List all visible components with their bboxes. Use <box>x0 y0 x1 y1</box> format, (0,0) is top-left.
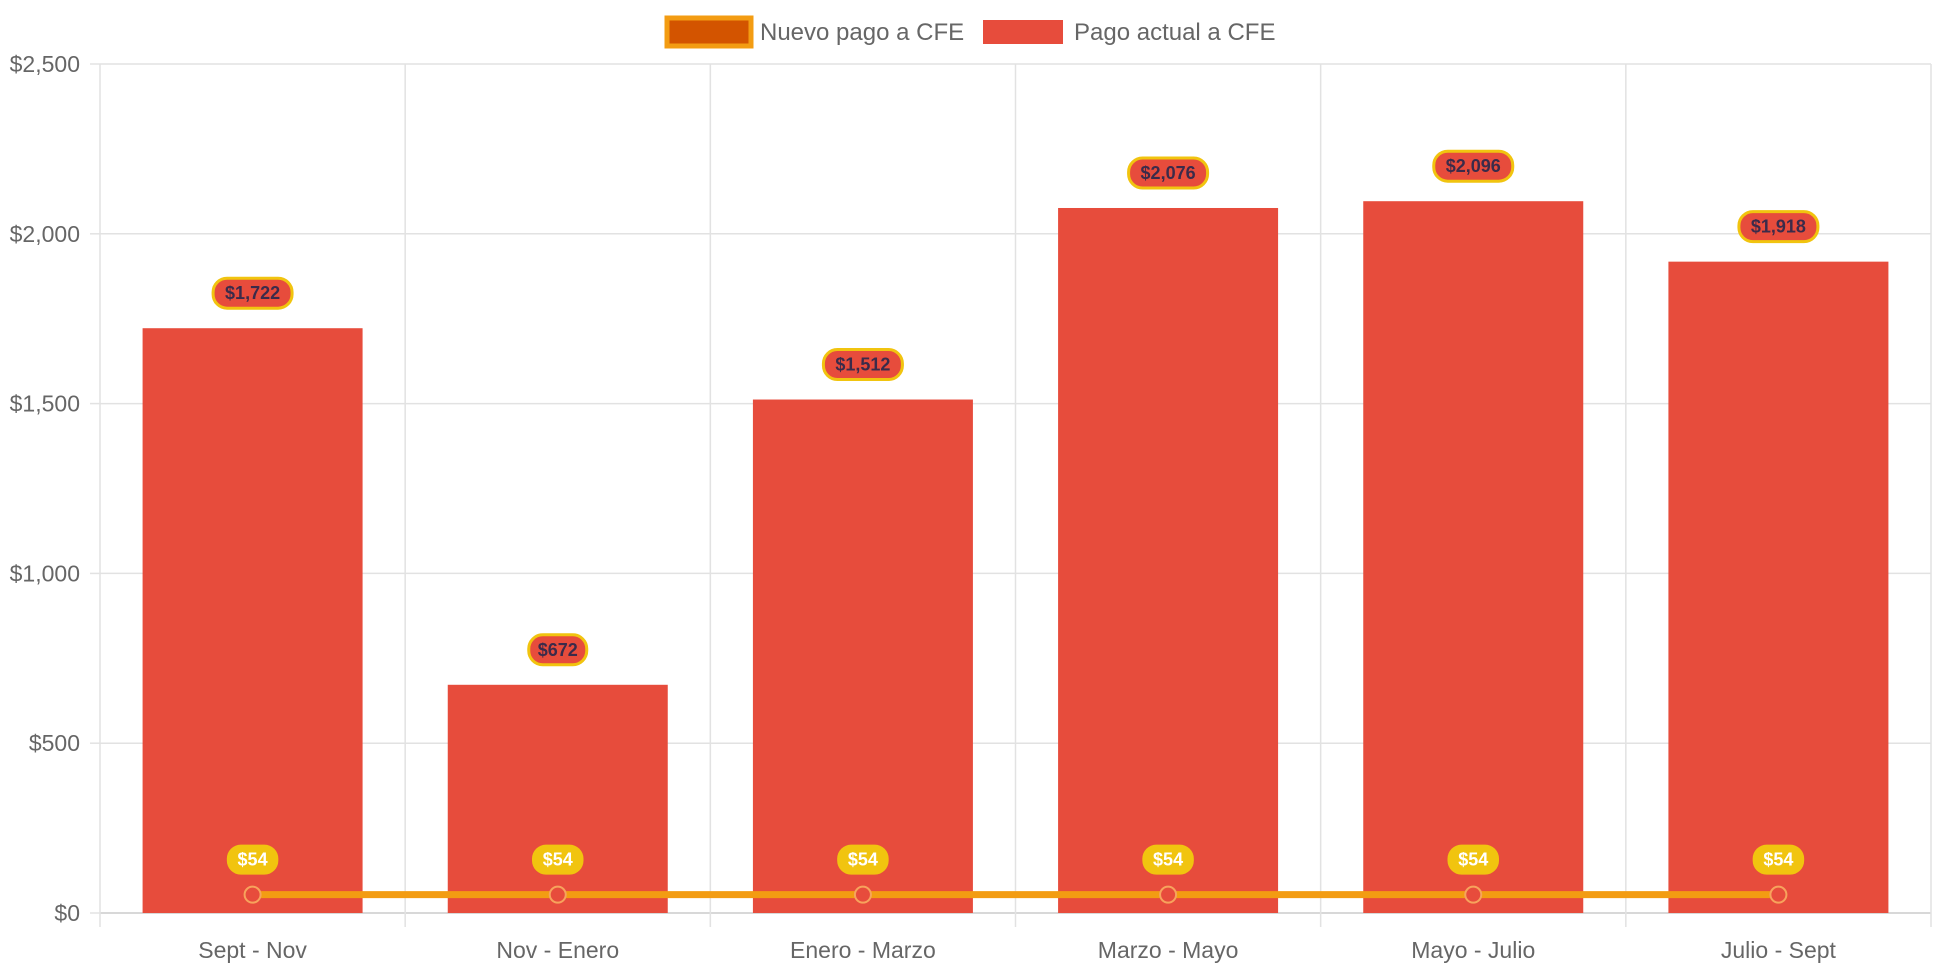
legend-label-nuevo-pago[interactable]: Nuevo pago a CFE <box>760 19 964 46</box>
bar-value-label: $672 <box>538 640 578 660</box>
x-tick-label: Marzo - Mayo <box>1098 937 1239 963</box>
bar-label-box <box>1127 156 1210 190</box>
bar-label-box <box>527 633 589 667</box>
line-point-1[interactable] <box>243 885 262 904</box>
bar-label-box <box>1432 149 1515 183</box>
bar-1[interactable] <box>142 328 363 913</box>
x-tick-label: Nov - Enero <box>496 937 619 963</box>
x-tick-label: Julio - Sept <box>1721 937 1837 963</box>
bar-value-label: $1,918 <box>1751 217 1806 237</box>
bar-5[interactable] <box>1363 201 1584 914</box>
legend-label-pago-actual[interactable]: Pago actual a CFE <box>1074 19 1275 46</box>
line-value-label: $54 <box>1458 850 1488 870</box>
line-label-box <box>1142 844 1194 875</box>
y-tick-label: $1,500 <box>10 391 80 417</box>
x-tick-label: Enero - Marzo <box>790 937 936 963</box>
legend: Nuevo pago a CFE Pago actual a CFE <box>664 15 1275 49</box>
bar-value-label: $2,076 <box>1141 163 1196 183</box>
line-value-label: $54 <box>848 850 878 870</box>
line-value-label: $54 <box>1153 850 1183 870</box>
data-labels: $1,722 $672 $1,512 $2,076 $2,096 $1,918 $54 $54… <box>211 149 1820 875</box>
bar-6[interactable] <box>1668 261 1889 913</box>
line-label-box <box>226 844 279 875</box>
y-tick-label: $0 <box>54 900 80 926</box>
line-point-2[interactable] <box>548 885 567 904</box>
x-tick-label: Mayo - Julio <box>1411 937 1535 963</box>
line-label-box <box>1752 844 1805 875</box>
line-value-label: $54 <box>238 850 268 870</box>
bar-value-label: $1,722 <box>225 283 280 303</box>
bar-2[interactable] <box>447 684 668 913</box>
x-tick-label: Sept - Nov <box>198 937 307 963</box>
legend-swatch-nuevo-pago[interactable] <box>664 15 754 49</box>
x-axis: Sept - Nov Nov - Enero Enero - Marzo Marzo … <box>198 937 1836 963</box>
bar-label-box <box>1737 210 1820 244</box>
line-value-label: $54 <box>1763 850 1793 870</box>
line-series-nuevo-pago <box>243 885 1788 904</box>
line-point-5[interactable] <box>1464 885 1483 904</box>
line-label-box <box>532 844 584 875</box>
line-value-label: $54 <box>543 850 573 870</box>
bar-series-pago-actual <box>142 201 1889 914</box>
y-tick-label: $2,500 <box>10 51 80 77</box>
y-tick-label: $1,000 <box>10 560 80 586</box>
grid <box>99 63 1932 927</box>
line-point-3[interactable] <box>853 885 872 904</box>
bar-value-label: $2,096 <box>1446 156 1501 176</box>
bar-label-box <box>211 276 294 310</box>
bar-label-box <box>821 348 904 382</box>
bar-3[interactable] <box>752 399 973 914</box>
bar-value-label: $1,512 <box>835 355 890 375</box>
line-label-box <box>1447 844 1499 875</box>
y-axis: $0 $500 $1,000 $1,500 $2,000 $2,500 <box>10 51 100 926</box>
y-tick-label: $500 <box>29 730 80 756</box>
bar-4[interactable] <box>1058 207 1279 913</box>
legend-swatch-pago-actual[interactable] <box>983 20 1063 44</box>
line-label-box <box>837 844 889 875</box>
y-tick-label: $2,000 <box>10 221 80 247</box>
line-point-6[interactable] <box>1769 885 1788 904</box>
line-point-4[interactable] <box>1159 885 1178 904</box>
